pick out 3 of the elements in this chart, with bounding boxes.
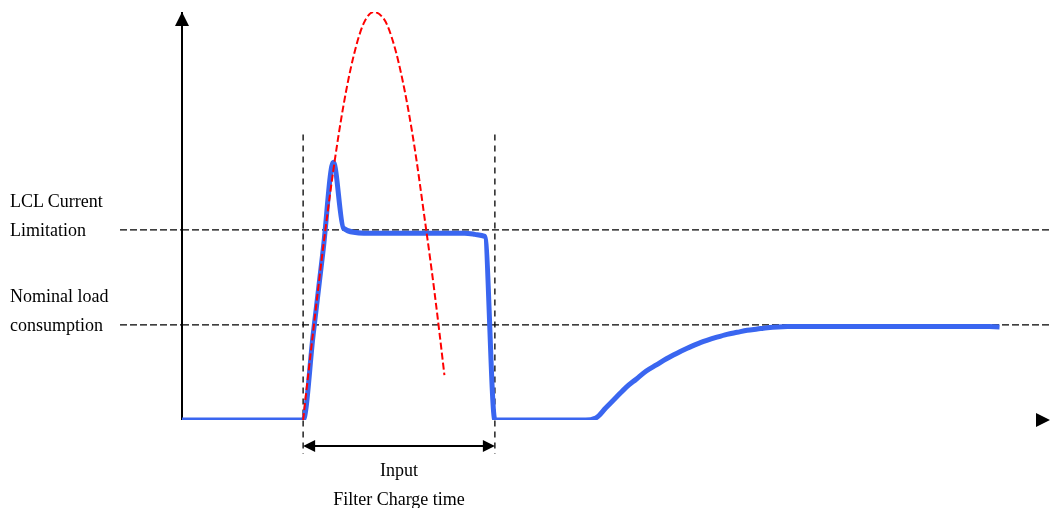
ref-line-label: LCL Current Limitation <box>10 190 103 240</box>
text: Input Filter Charge time <box>333 460 465 509</box>
ref-line-label: Nominal load consumption <box>10 285 109 335</box>
